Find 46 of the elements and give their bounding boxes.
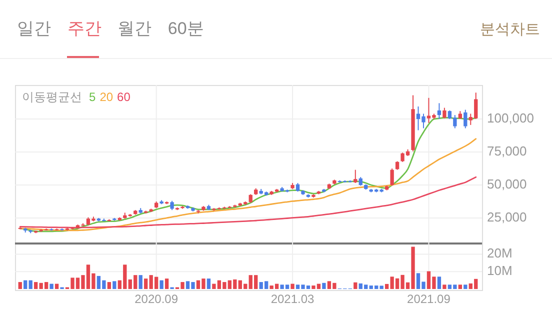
bar	[112, 281, 116, 289]
text: 60분	[168, 19, 204, 38]
bar	[164, 278, 169, 289]
text: 60	[117, 90, 131, 104]
legend-title: 이동평균선	[22, 90, 82, 104]
bar	[24, 280, 28, 289]
text: 5	[89, 90, 96, 104]
y-tick-label: 100,000	[487, 110, 534, 126]
bar	[442, 284, 446, 289]
bar	[144, 278, 148, 289]
text: 20	[100, 90, 114, 104]
bar	[138, 275, 142, 289]
candlestick	[390, 168, 394, 186]
candlestick	[354, 169, 358, 184]
candlestick	[437, 102, 442, 120]
y-tick-label: 10M	[487, 263, 512, 278]
x-tick-label: 2020.09	[134, 292, 178, 306]
text: 분석차트	[480, 21, 540, 38]
bar	[464, 284, 468, 289]
y-tick-label: 50,000	[487, 176, 527, 192]
bar	[380, 286, 384, 289]
bar	[290, 284, 294, 289]
bar	[160, 280, 164, 289]
bar	[206, 278, 211, 289]
bar	[107, 282, 112, 289]
bar	[437, 276, 442, 289]
text: 일간	[17, 19, 51, 38]
y-tick-label: 20M	[487, 246, 512, 261]
bar	[322, 282, 326, 289]
bar	[354, 282, 358, 289]
candlestick	[464, 109, 468, 129]
bar	[18, 282, 22, 289]
candlestick	[442, 107, 446, 119]
bar	[458, 284, 462, 289]
x-tick-label: 2021.09	[407, 292, 451, 306]
y-tick-label: 25,000	[487, 209, 527, 224]
bar	[50, 284, 54, 289]
text: 월간	[118, 19, 152, 38]
bar	[54, 284, 59, 289]
candlestick	[170, 200, 174, 211]
y-tick-label: 75,000	[487, 143, 527, 158]
line-series	[19, 138, 477, 232]
line-series	[19, 176, 477, 228]
bar	[28, 280, 32, 289]
x-tick-label: 2021.03	[270, 292, 315, 306]
text: 주간	[67, 19, 102, 38]
